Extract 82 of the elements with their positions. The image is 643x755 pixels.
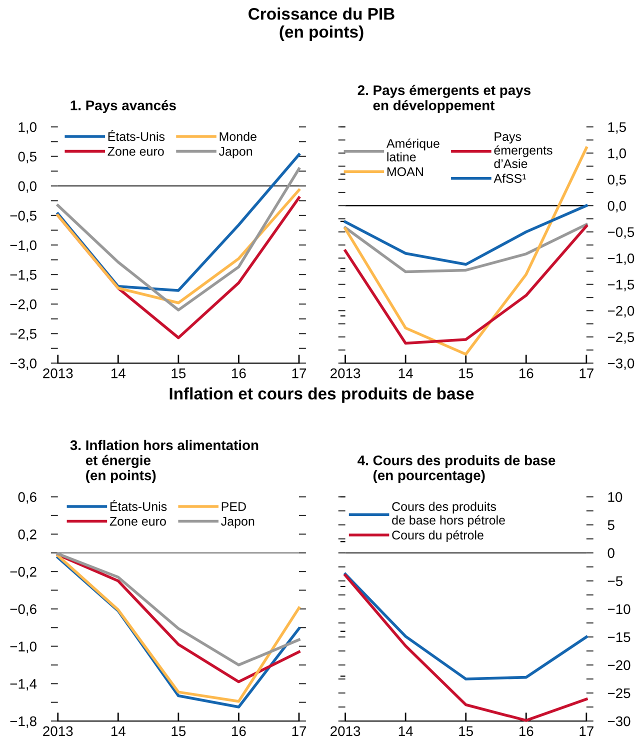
line-series (344, 224, 588, 345)
line-series (56, 188, 300, 304)
y2-tick-label: 0 (608, 548, 614, 558)
legend-label: AfSS¹ (494, 174, 526, 183)
x-tick-label: 14 (111, 368, 126, 378)
y2-tick-label: −10 (608, 604, 630, 614)
y-tick-label: 0,6 (18, 492, 36, 504)
y-tick-label: −2,0 (10, 299, 36, 311)
y-tick-label: −0,5 (10, 210, 36, 222)
y-tick-label: 0,5 (18, 152, 36, 164)
legend-label: Pays émergents d’Asie (494, 132, 552, 168)
y-tick-label: 1,0 (18, 122, 36, 134)
x-tick-label: 17 (292, 368, 306, 378)
x-tick-label: 15 (172, 726, 186, 736)
y2-tick-label: −2,5 (608, 332, 634, 344)
legend-label: Cours des produits de base hors pétrole (392, 502, 505, 528)
y2-tick-label: −1,5 (608, 280, 634, 292)
text: Croissance du PIB (en points) (248, 8, 394, 42)
x-tick-label: 14 (398, 368, 413, 378)
y-tick-label: 0,2 (18, 529, 36, 541)
y2-tick-label: 0,0 (608, 200, 626, 212)
y-tick-label: −1,0 (10, 240, 36, 252)
line-series (344, 223, 588, 274)
legend-label: Amérique latine (386, 138, 440, 162)
y-tick-label: −3,0 (10, 358, 36, 370)
y2-tick-label: −2,0 (608, 306, 634, 318)
line-series (344, 572, 588, 680)
x-tick-label: 2013 (330, 368, 360, 378)
x-tick-label: 17 (580, 368, 594, 378)
x-tick-label: 15 (459, 726, 473, 736)
y-tick-label: −1,8 (10, 716, 36, 728)
chart-title: 4. Cours des produits de base (en pourcentage) (358, 455, 556, 484)
chart-title: 2. Pays émergents et pays en développement (358, 84, 530, 114)
x-tick-label: 16 (519, 368, 534, 378)
y-tick-label: −0,6 (10, 604, 36, 616)
chart-title: 3. Inflation hors alimentation et énergie (en points) (70, 440, 258, 484)
x-tick-label: 2013 (330, 726, 360, 736)
y-tick-label: −2,5 (10, 328, 36, 340)
y2-tick-label: 1,0 (608, 148, 626, 160)
y2-tick-label: −15 (608, 632, 630, 642)
line-series (56, 167, 300, 312)
x-tick-label: 2013 (43, 726, 73, 736)
y2-tick-label: −30 (608, 716, 630, 726)
legend-label: Zone euro (108, 147, 164, 156)
x-tick-label: 16 (519, 726, 534, 736)
x-tick-label: 15 (172, 368, 186, 378)
x-tick-label: 14 (111, 726, 126, 736)
line-series (344, 204, 588, 266)
legend-label: PED (222, 502, 246, 511)
y2-tick-label: 5 (608, 520, 614, 530)
legend-label: Monde (220, 132, 256, 142)
x-tick-label: 16 (232, 368, 246, 378)
x-tick-label: 17 (292, 726, 306, 736)
y2-tick-label: 1,5 (608, 122, 626, 134)
line-series (344, 574, 588, 722)
y2-tick-label: 10 (608, 492, 622, 502)
y2-tick-label: −25 (608, 688, 630, 698)
y-tick-label: −1,0 (10, 642, 36, 654)
legend-label: Zone euro (110, 517, 166, 526)
y2-tick-label: −1,0 (608, 253, 634, 265)
y2-tick-label: −0,5 (608, 227, 634, 239)
y2-tick-label: −3,0 (608, 358, 634, 370)
legend-label: Cours du pétrole (392, 530, 484, 542)
y-tick-label: −1,5 (10, 270, 36, 282)
legend-label: MOAN (387, 167, 423, 176)
x-tick-label: 15 (459, 368, 473, 378)
y-tick-label: −1,4 (10, 679, 37, 690)
legend-label: Japon (218, 147, 252, 158)
y2-tick-label: 0,5 (608, 174, 626, 186)
y2-tick-label: −5 (608, 576, 622, 586)
chart-title: 1. Pays avancés (70, 100, 176, 114)
text: Inflation et cours des produits de base (170, 387, 474, 403)
legend-label: États-Unis (110, 500, 167, 511)
legend-label: Japon (221, 517, 254, 528)
y-tick-label: 0,0 (18, 181, 36, 193)
y2-tick-label: −20 (608, 660, 630, 670)
x-tick-label: 17 (580, 726, 594, 736)
legend-label: États-Unis (108, 130, 165, 142)
x-tick-label: 16 (232, 726, 246, 736)
x-tick-label: 2013 (43, 368, 73, 378)
y-tick-label: −0,2 (10, 566, 36, 578)
x-tick-label: 14 (398, 726, 413, 736)
